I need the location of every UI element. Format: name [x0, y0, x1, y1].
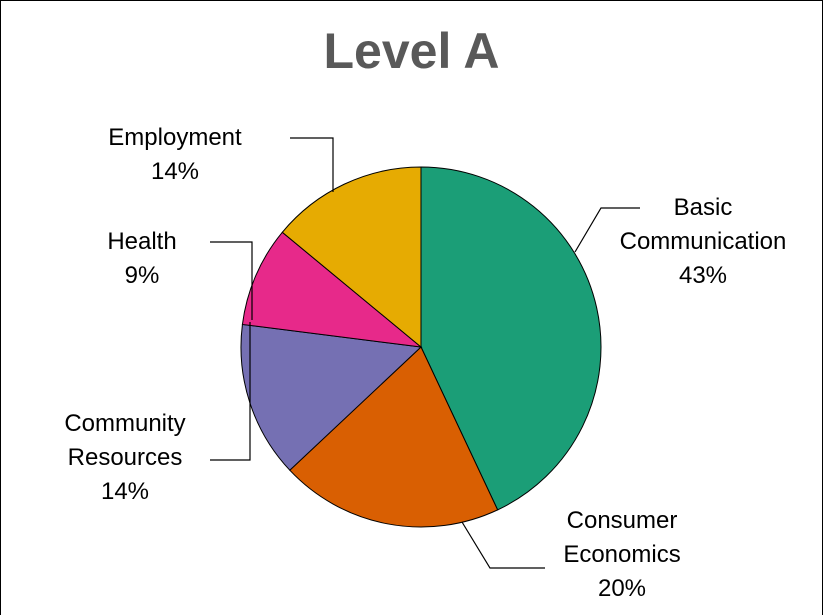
leader-line	[290, 137, 334, 192]
category-label: Basic Communication	[619, 194, 787, 255]
leader-lines	[210, 137, 640, 569]
category-label: Consumer Economics	[563, 507, 681, 568]
pie-slice	[289, 346, 499, 528]
leader-line	[210, 322, 251, 461]
pie-slice	[281, 166, 422, 349]
slice-label: Employment 14%	[95, 121, 255, 189]
slice-label: Consumer Economics 20%	[537, 504, 707, 606]
pie	[240, 166, 602, 528]
slice-label: Health 9%	[82, 225, 202, 293]
leader-line	[574, 207, 640, 253]
category-label: Employment	[108, 124, 242, 151]
leader-line	[210, 241, 253, 320]
pie-slice	[420, 166, 602, 511]
category-label: Community Resources	[64, 410, 186, 471]
pie-slice	[241, 231, 423, 348]
value-label: 14%	[150, 158, 200, 185]
chart-title: Level A	[323, 23, 500, 79]
category-label: Health	[107, 228, 177, 255]
leader-line	[461, 521, 545, 569]
value-label: 9%	[124, 262, 160, 289]
value-label: 14%	[100, 478, 150, 505]
slice-label: Community Resources 14%	[45, 407, 205, 509]
value-label: 43%	[678, 262, 728, 289]
value-label: 20%	[597, 575, 647, 602]
slice-label: Basic Communication 43%	[603, 191, 803, 293]
